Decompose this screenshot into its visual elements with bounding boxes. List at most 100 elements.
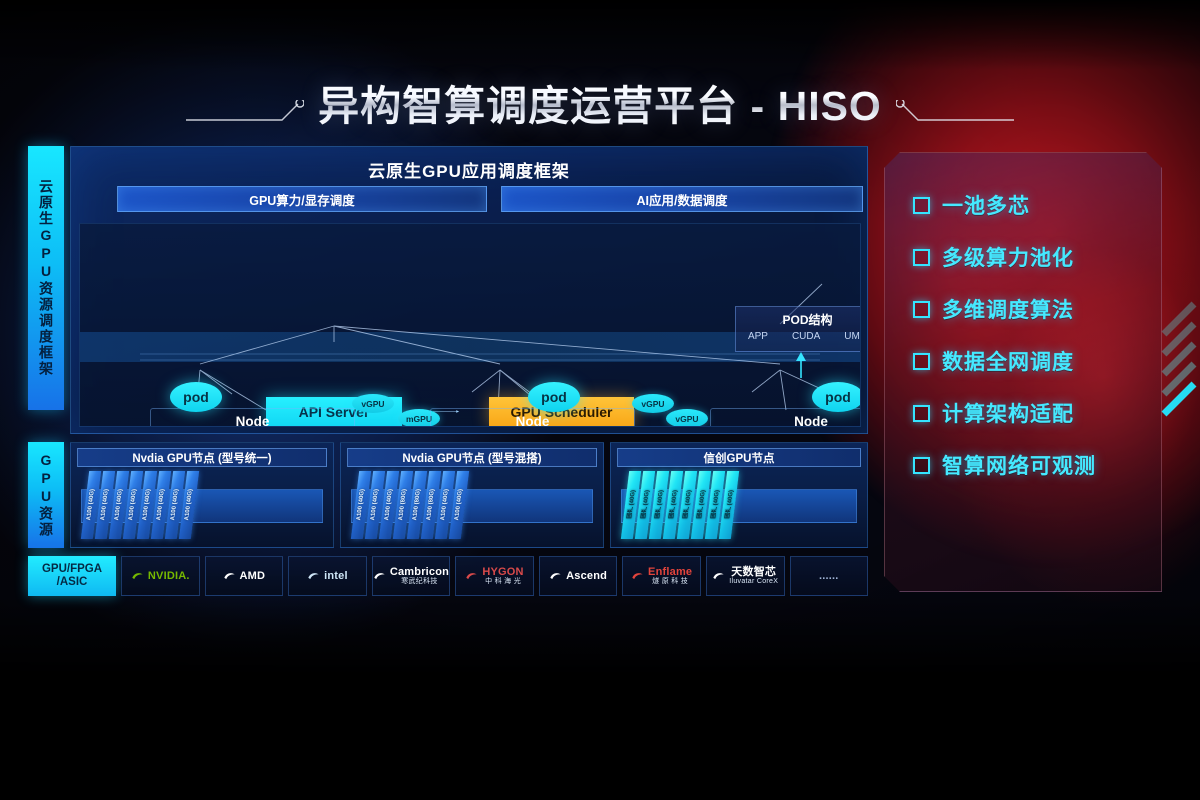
vendor-text: Ascend [566, 570, 607, 582]
feature-item[interactable]: 多维调度算法 [913, 283, 1161, 335]
vendor-name: Ascend [566, 569, 608, 582]
vendor-text: HYGON 中 科 海 光 [482, 566, 523, 586]
feature-item[interactable]: 多级算力池化 [913, 231, 1161, 283]
gpu-column-header: Nvdia GPU节点 (型号统一) [77, 448, 327, 467]
pod-structure-box: POD结构 APP CUDA UMD [735, 306, 860, 352]
pod-bubble[interactable]: pod [170, 382, 222, 412]
rail-label-framework: 云原生GPU资源调度框架 [28, 146, 64, 410]
scheduling-bar-ai[interactable]: AI应用/数据调度 [501, 186, 863, 212]
pod-structure-items: APP CUDA UMD [736, 331, 860, 342]
gpu-resource-zone: Nvdia GPU节点 (型号统一) A100 (40G) A100 (40G) A… [70, 442, 868, 548]
rail-label-gpu-resource: GPU资源 [28, 442, 64, 548]
vendor-text: NVIDIA. [148, 570, 190, 582]
amd-logo [223, 570, 236, 583]
vendor-text: 天数智芯 Iluvatar CoreX [729, 566, 778, 586]
vendor-tag-line2: /ASIC [56, 576, 88, 588]
pod-structure-title: POD结构 [782, 313, 833, 327]
feature-highlights-panel: 一池多芯多级算力池化 多维调度算法 数据全网调度 计算架构适配 智算网络可观测 [884, 152, 1162, 592]
vendor-tag-line1: GPU/FPGA [41, 562, 103, 575]
cambricon-logo [373, 570, 386, 583]
feature-item[interactable]: 数据全网调度 [913, 335, 1161, 387]
vendor-text: ...... [819, 570, 839, 582]
pod-layer-umd: UMD [844, 331, 860, 342]
feature-label: 数据全网调度 [942, 351, 1074, 374]
intel-logo [307, 570, 320, 583]
feature-label: 一池多芯 [942, 195, 1030, 218]
pod-bubble[interactable]: pod [812, 382, 860, 412]
vendor-subtitle: 寒武纪科技 [401, 578, 438, 586]
bottom-fade [0, 595, 1200, 675]
nvidia-logo [131, 570, 144, 583]
title-decoration-left [186, 100, 304, 121]
vgpu-bubble[interactable]: vGPU [632, 394, 674, 413]
enflame-logo [631, 570, 644, 583]
hygon-logo [465, 570, 478, 583]
architecture-diagram: 云原生GPU资源调度框架 GPU资源 云原生GPU应用调度框架 GPU算力/显存… [28, 146, 868, 594]
feature-label: 多级算力池化 [942, 247, 1074, 270]
checkbox-icon [913, 353, 930, 370]
gpu-column-header: Nvdia GPU节点 (型号混搭) [347, 448, 597, 467]
vendor-subtitle: 燧 原 科 技 [652, 578, 689, 586]
iluvatar-logo [712, 570, 725, 583]
gpu-column-header: 信创GPU节点 [617, 448, 861, 467]
pod-bubble[interactable]: pod [528, 382, 580, 412]
feature-item[interactable]: 智算网络可观测 [913, 439, 1161, 491]
vendor-cell[interactable]: Cambricon 寒武纪科技 [371, 556, 451, 596]
gpu-node-column-1: Nvdia GPU节点 (型号混搭) A100 (40G) A100 (40G) A… [340, 442, 604, 548]
vendor-cells: NVIDIA. AMD intel Cambricon 寒武纪科技 HYGON 中 科 海 … [121, 556, 869, 596]
gpu-node-column-2: 信创GPU节点 国产 (40G) 国产 (40G) 国产 (40G) 国产 (40G)… [610, 442, 868, 548]
gpu-node-column-0: Nvdia GPU节点 (型号统一) A100 (40G) A100 (40G) A… [70, 442, 334, 548]
node-label: Node [515, 414, 550, 427]
vendor-subtitle: Iluvatar CoreX [729, 578, 779, 586]
gpu-card-stack: A100 (40G) A100 (40G) A100 (40G) A100 (40G)… [80, 471, 200, 539]
vgpu-bubble[interactable]: vGPU [666, 409, 708, 426]
vendor-name: Enflame [648, 565, 693, 578]
scheduling-bar-compute[interactable]: GPU算力/显存调度 [117, 186, 487, 212]
feature-label: 智算网络可观测 [942, 455, 1096, 478]
vendor-cell[interactable]: NVIDIA. [121, 556, 200, 596]
vendor-name: Cambricon [389, 565, 450, 578]
pod-uplink-arrow [796, 352, 806, 378]
node-boundary [710, 408, 860, 426]
vendor-cell[interactable]: intel [288, 556, 367, 596]
framework-inner-canvas: API Server GPU Scheduler POD结构 APP CUDA … [79, 223, 861, 427]
vendor-name: HYGON [482, 565, 524, 578]
pod-layer-cuda: CUDA [791, 331, 821, 342]
corner-stripes-decoration [1161, 301, 1197, 417]
checkbox-icon [913, 457, 930, 474]
vendor-cell[interactable]: Enflame 燧 原 科 技 [622, 556, 701, 596]
vgpu-bubble[interactable]: vGPU [352, 394, 394, 413]
checkbox-icon [913, 197, 930, 214]
vendor-cell[interactable]: ...... [789, 556, 869, 596]
vendor-category-tag: GPU/FPGA /ASIC [28, 556, 116, 596]
checkbox-icon [913, 249, 930, 266]
mgpu-bubble[interactable]: mGPU [398, 409, 440, 426]
page-title: 异构智算调度运营平台 - HISO [0, 72, 1200, 132]
title-area: 异构智算调度运营平台 - HISO [0, 72, 1200, 130]
api-to-scheduler-arrow [432, 410, 460, 413]
gpu-card-stack: 国产 (40G) 国产 (40G) 国产 (40G) 国产 (40G) 国产 (40G)… [620, 471, 740, 539]
vendor-cell[interactable]: 天数智芯 Iluvatar CoreX [705, 556, 785, 596]
vendor-text: AMD [240, 570, 266, 582]
vendor-logo-row: GPU/FPGA /ASIC NVIDIA. AMD intel Cambricon 寒… [28, 556, 869, 596]
node-boundary [150, 408, 355, 426]
node-boundary [430, 408, 635, 426]
node-group-1: Node Kubelet pod vGPUmGPUvGPUmGPUvGPU De… [420, 382, 645, 427]
vendor-cell[interactable]: AMD [204, 556, 284, 596]
feature-item[interactable]: 一池多芯 [913, 179, 1161, 231]
vendor-text: Enflame 燧 原 科 技 [648, 566, 692, 586]
vendor-cell[interactable]: HYGON 中 科 海 光 [455, 556, 534, 596]
connector-lines [140, 283, 833, 411]
feature-item[interactable]: 计算架构适配 [913, 387, 1161, 439]
vendor-name: 天数智芯 [731, 565, 777, 578]
vendor-cell[interactable]: Ascend [538, 556, 618, 596]
checkbox-icon [913, 405, 930, 422]
feature-label: 计算架构适配 [942, 403, 1074, 426]
node-label: Node [235, 414, 270, 427]
pod-layer-app: APP [747, 331, 768, 342]
vendor-name: intel [324, 569, 348, 582]
feature-label: 多维调度算法 [942, 299, 1074, 322]
vendor-text: intel [324, 570, 348, 582]
